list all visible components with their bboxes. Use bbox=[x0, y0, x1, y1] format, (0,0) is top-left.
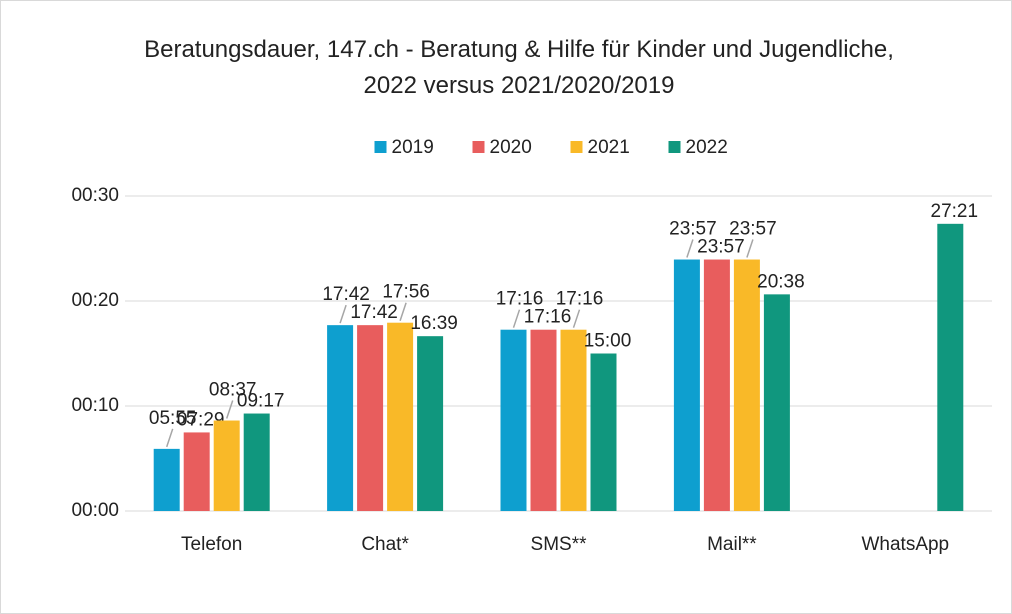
leader-line bbox=[686, 239, 694, 258]
data-label: 08:37 bbox=[209, 380, 257, 401]
leader-line bbox=[225, 400, 234, 419]
leader-line bbox=[512, 309, 521, 328]
y-tick-label: 00:00 bbox=[71, 500, 119, 521]
data-label: 09:17 bbox=[237, 391, 285, 412]
bar bbox=[530, 329, 557, 511]
leader-line bbox=[399, 302, 407, 321]
data-label: 20:38 bbox=[757, 271, 805, 292]
data-label: 15:00 bbox=[584, 331, 632, 352]
bar bbox=[590, 353, 617, 511]
y-tick-label: 00:30 bbox=[71, 185, 119, 206]
legend-label: 2019 bbox=[392, 137, 434, 158]
bar bbox=[183, 432, 210, 511]
data-label: 23:57 bbox=[669, 219, 717, 240]
bar bbox=[703, 259, 730, 511]
bar bbox=[327, 325, 354, 511]
x-tick-label: WhatsApp bbox=[861, 534, 949, 555]
x-tick-label: Telefon bbox=[181, 534, 242, 555]
x-tick-label: Chat* bbox=[361, 534, 409, 555]
legend-label: 2022 bbox=[686, 137, 728, 158]
legend-swatch bbox=[472, 141, 485, 153]
bar bbox=[500, 329, 527, 511]
leader-line bbox=[746, 239, 754, 258]
legend-swatch bbox=[570, 141, 583, 153]
leader-line bbox=[572, 309, 581, 328]
leader-line bbox=[339, 304, 347, 324]
data-label: 05:55 bbox=[149, 408, 197, 429]
x-tick-label: Mail** bbox=[707, 534, 757, 555]
y-tick-label: 00:10 bbox=[71, 395, 119, 416]
data-label: 17:42 bbox=[322, 284, 370, 305]
data-label: 17:16 bbox=[496, 289, 544, 310]
bar bbox=[673, 259, 700, 511]
data-label: 23:57 bbox=[729, 219, 777, 240]
data-label: 17:56 bbox=[382, 282, 430, 303]
bar bbox=[153, 448, 180, 511]
data-label: 27:21 bbox=[931, 201, 979, 222]
bar bbox=[417, 336, 444, 511]
chart-title: Beratungsdauer, 147.ch - Beratung & Hilf… bbox=[144, 36, 894, 99]
legend-swatch bbox=[668, 141, 681, 153]
bar bbox=[763, 294, 790, 511]
bar bbox=[560, 329, 587, 511]
legend-label: 2020 bbox=[490, 137, 532, 158]
legend-swatch bbox=[374, 141, 387, 153]
x-tick-label: SMS** bbox=[531, 534, 588, 555]
data-label: 17:42 bbox=[350, 302, 398, 323]
bar bbox=[733, 259, 760, 511]
bar bbox=[937, 223, 964, 511]
data-label: 23:57 bbox=[697, 237, 745, 258]
legend-label: 2021 bbox=[588, 137, 630, 158]
data-label: 17:16 bbox=[524, 307, 572, 328]
data-label: 07:29 bbox=[177, 409, 225, 430]
leader-line bbox=[165, 428, 174, 448]
bar bbox=[243, 413, 270, 511]
data-label: 17:16 bbox=[556, 289, 604, 310]
y-tick-label: 00:20 bbox=[71, 290, 119, 311]
bar bbox=[387, 322, 414, 511]
bar bbox=[213, 420, 240, 511]
bar bbox=[357, 325, 384, 511]
data-label: 16:39 bbox=[410, 313, 458, 334]
